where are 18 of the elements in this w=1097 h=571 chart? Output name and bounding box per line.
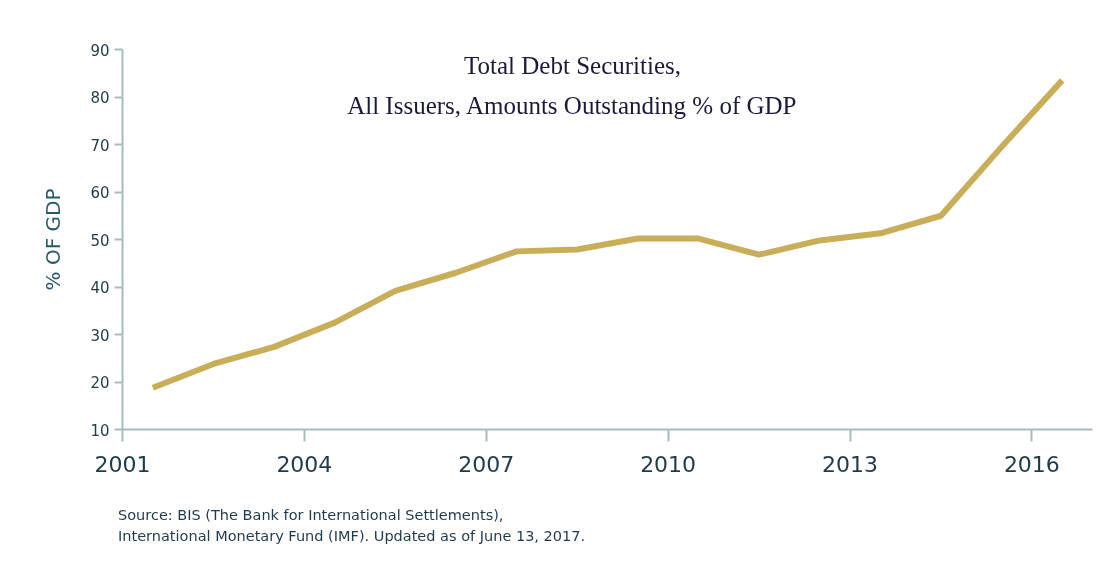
- x-tick-label: 2007: [458, 451, 515, 477]
- y-tick-label: 50: [90, 231, 110, 250]
- x-tick-label: 2010: [640, 451, 697, 477]
- y-tick-label: 90: [90, 41, 110, 60]
- y-tick-label: 20: [90, 374, 110, 392]
- y-tick-label: 70: [90, 136, 110, 155]
- y-tick-label: 60: [90, 184, 110, 202]
- y-tick-label: 40: [90, 279, 110, 297]
- y-tick-label: 80: [90, 89, 110, 107]
- x-tick-label: 2016: [1003, 451, 1060, 477]
- x-tick-label: 2004: [276, 451, 333, 477]
- x-tick-label: 2001: [94, 451, 151, 477]
- y-tick-label: 10: [90, 421, 110, 440]
- y-tick-label: 30: [90, 326, 110, 345]
- y-axis-title: % OF GDP: [41, 188, 66, 291]
- source-note: Source: BIS (The Bank for International Settlements), International Monetary Fund (IMF). Updated as of June 13, 2017.: [118, 506, 586, 546]
- text: Total Debt Securities, All Issuers, Amounts Outstanding % of GDP: [347, 51, 797, 119]
- x-tick-label: 2013: [822, 451, 879, 477]
